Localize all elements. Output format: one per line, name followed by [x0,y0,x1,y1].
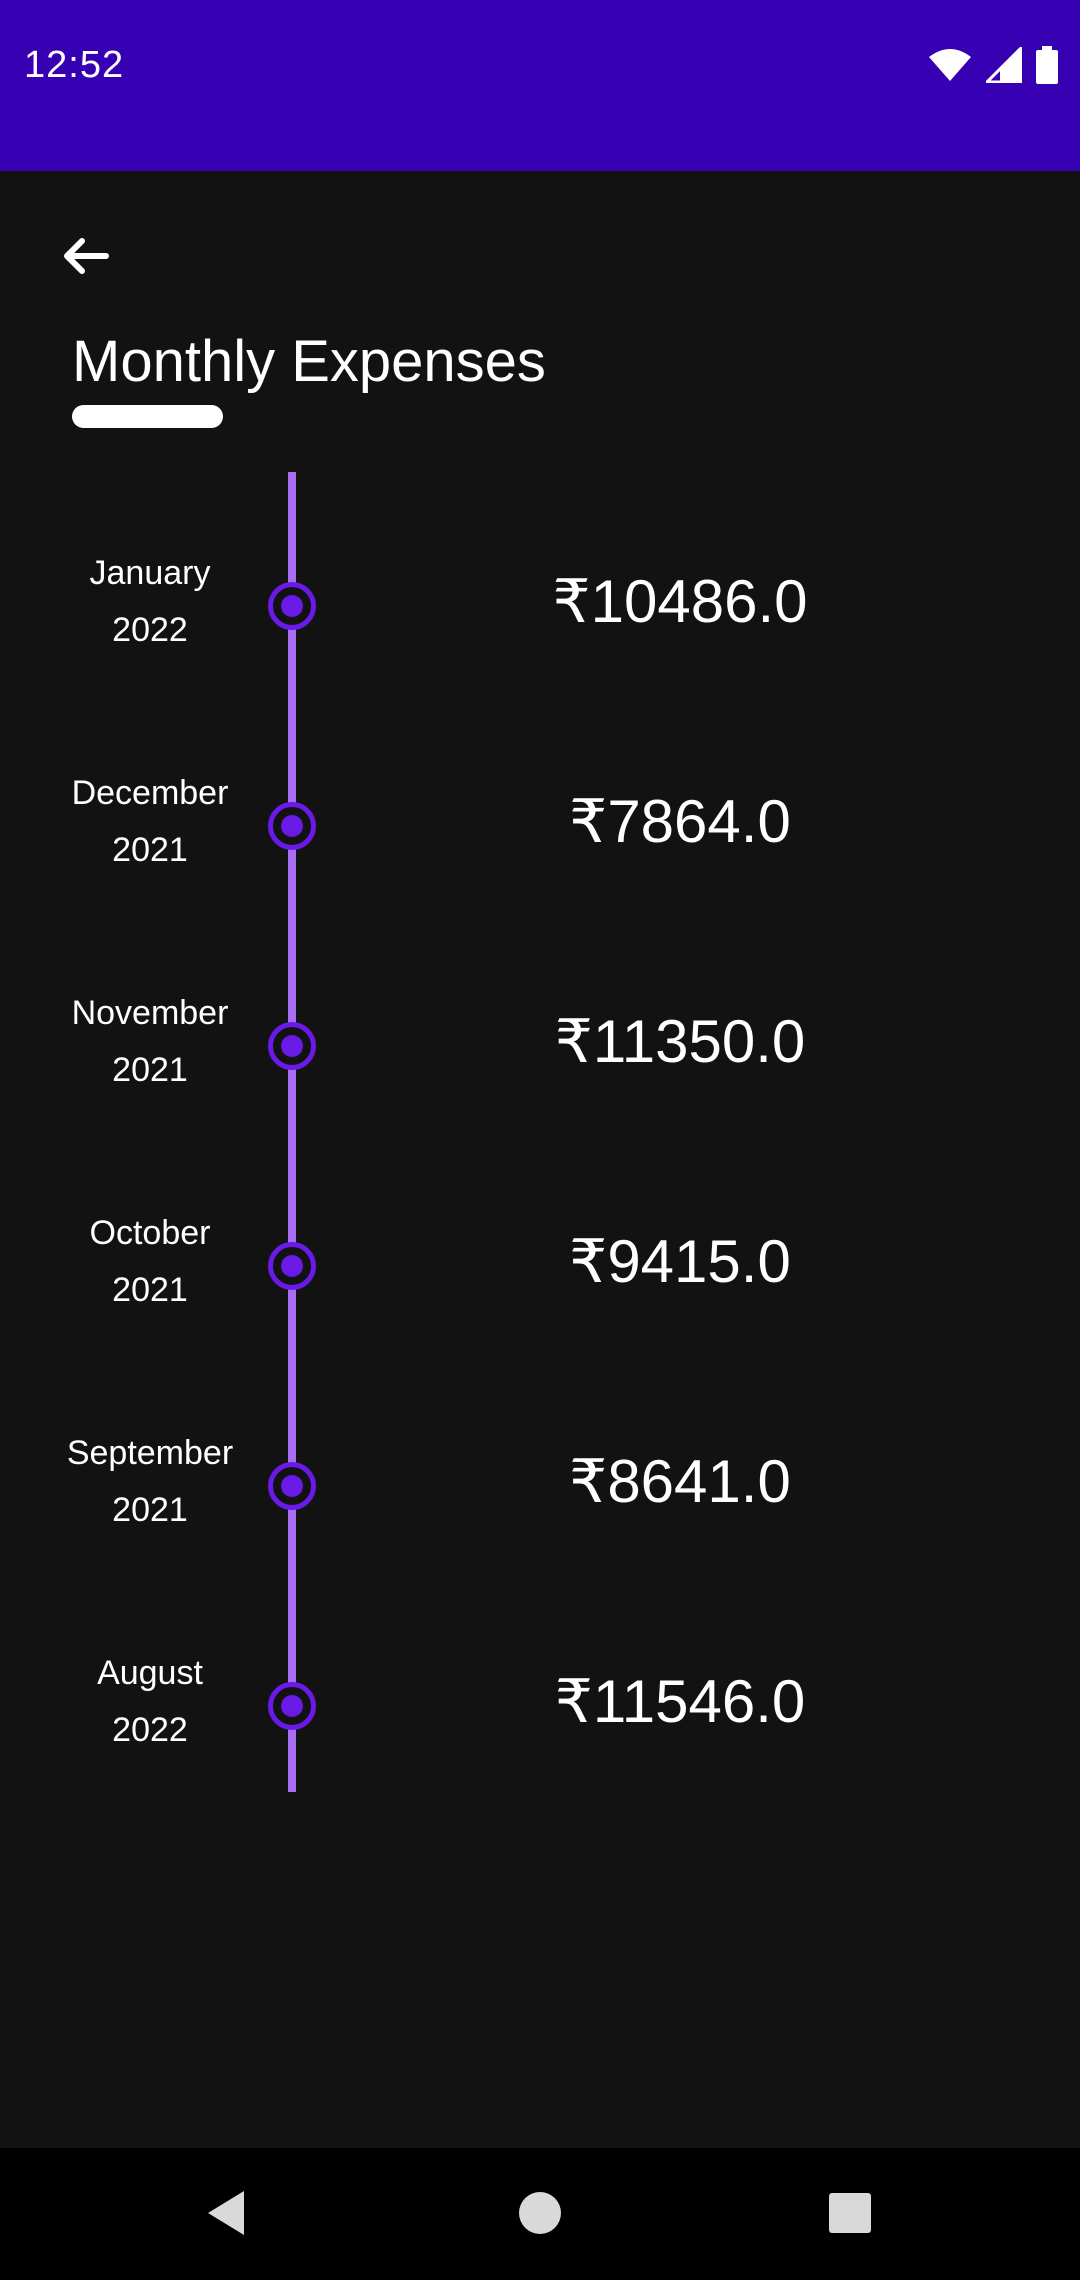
expense-amount: ₹11350.0 [554,1008,806,1075]
arrow-left-icon [62,238,110,280]
status-time: 12:52 [24,44,125,86]
date-label: October 2021 [20,1205,280,1319]
timeline-dot-icon [268,1682,316,1730]
date-label: November 2021 [20,985,280,1099]
timeline-item: November 2021 ₹11350.0 [0,985,1080,1145]
year-label: 2021 [112,1491,188,1529]
month-label: October [89,1214,211,1252]
page-title: Monthly Expenses [72,329,546,394]
year-label: 2021 [112,1051,188,1089]
year-label: 2021 [112,1271,188,1309]
home-circle-icon[interactable] [518,2188,562,2243]
expense-amount: ₹9415.0 [569,1228,791,1295]
expense-amount: ₹10486.0 [552,568,808,635]
date-label: September 2021 [20,1425,280,1539]
navigation-bar [0,2148,1080,2280]
timeline-item: September 2021 ₹8641.0 [0,1425,1080,1585]
year-label: 2022 [112,611,188,649]
date-label: August 2022 [20,1645,280,1759]
back-button[interactable] [62,236,122,288]
battery-icon [1036,46,1058,84]
signal-icon [986,47,1022,83]
month-label: January [89,554,211,592]
timeline-dot-icon [268,1022,316,1070]
year-label: 2021 [112,831,188,869]
wifi-icon [928,48,972,82]
date-label: January 2022 [20,545,280,659]
date-label: December 2021 [20,765,280,879]
status-icons [928,46,1058,84]
timeline-line [288,472,296,1792]
month-label: December [71,774,229,812]
year-label: 2022 [112,1711,188,1749]
expense-amount: ₹8641.0 [569,1448,791,1515]
month-label: September [66,1434,234,1472]
timeline-item: January 2022 ₹10486.0 [0,545,1080,705]
status-bar: 12:52 [0,0,1080,171]
timeline-dot-icon [268,1462,316,1510]
month-label: August [97,1654,203,1692]
title-underline [72,405,223,428]
timeline-item: December 2021 ₹7864.0 [0,765,1080,925]
timeline-item: August 2022 ₹11546.0 [0,1645,1080,1805]
recents-square-icon[interactable] [828,2188,872,2243]
timeline-dot-icon [268,802,316,850]
expense-amount: ₹11546.0 [554,1668,806,1735]
expense-amount: ₹7864.0 [569,788,791,855]
timeline-dot-icon [268,582,316,630]
timeline-dot-icon [268,1242,316,1290]
month-label: November [71,994,229,1032]
timeline-item: October 2021 ₹9415.0 [0,1205,1080,1365]
back-triangle-icon[interactable] [204,2188,248,2243]
